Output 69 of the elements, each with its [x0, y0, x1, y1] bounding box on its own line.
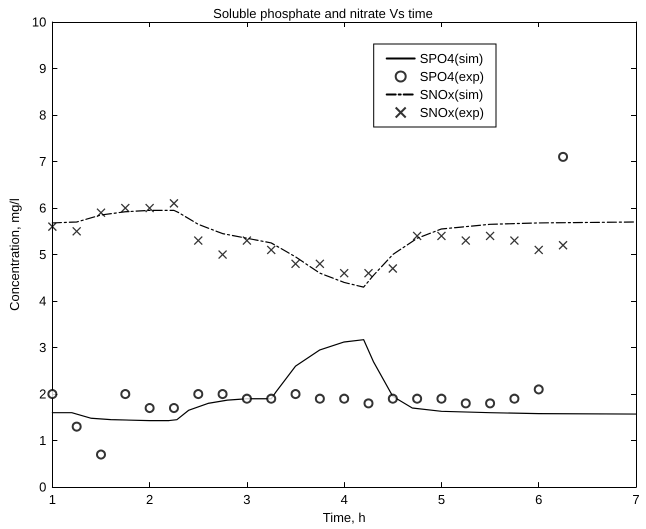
y-tick-label: 1: [39, 433, 46, 448]
point: [72, 422, 82, 432]
point: [534, 384, 544, 394]
y-tick-label: 7: [39, 154, 46, 170]
point: [461, 236, 470, 246]
point: [314, 394, 325, 404]
point: [412, 231, 422, 241]
point: [436, 394, 446, 404]
point: [96, 450, 106, 460]
chart-title: Soluble phosphate and nitrate Vs time: [213, 6, 433, 21]
point: [48, 222, 58, 232]
point: [388, 394, 398, 404]
point: [558, 152, 568, 162]
point: [193, 389, 204, 400]
point: [364, 268, 374, 278]
y-tick-label: 5: [39, 247, 46, 262]
legend-label: SPO4(sim): [420, 51, 484, 66]
point: [218, 250, 228, 260]
x-tick-label: 6: [535, 492, 542, 508]
point: [340, 268, 349, 278]
point: [485, 398, 496, 408]
y-tick-label: 3: [39, 340, 46, 356]
point: [120, 203, 130, 213]
x-tick-label: 1: [48, 492, 56, 508]
point: [72, 226, 82, 236]
legend-label: SNOx(exp): [420, 105, 484, 120]
point: [169, 198, 179, 208]
point: [168, 403, 179, 414]
point: [218, 389, 228, 400]
point: [120, 389, 130, 400]
x-tick-label: 5: [438, 492, 446, 508]
point: [558, 240, 568, 250]
point: [144, 203, 154, 213]
y-axis-title: Concentration, mg/l: [7, 198, 22, 311]
point: [266, 394, 276, 404]
y-tick-label: 8: [39, 108, 46, 123]
legend-label: SNOx(sim): [420, 87, 484, 102]
point: [194, 236, 203, 246]
point: [412, 394, 422, 404]
x-tick-label: 3: [243, 492, 251, 508]
point: [485, 231, 495, 241]
x-tick-label: 4: [340, 492, 348, 508]
point: [436, 231, 446, 241]
x-axis-title: Time, h: [322, 510, 366, 525]
point: [47, 389, 58, 400]
y-tick-label: 0: [39, 480, 46, 495]
point: [339, 394, 350, 404]
y-tick-label: 4: [39, 294, 46, 309]
point: [290, 389, 301, 400]
y-tick-label: 6: [39, 200, 46, 216]
point: [534, 245, 544, 255]
point: [144, 403, 155, 414]
point: [510, 236, 520, 246]
point: [266, 245, 276, 255]
y-tick-label: 9: [39, 61, 46, 76]
point: [315, 259, 325, 268]
point: [242, 394, 252, 404]
x-tick-label: 7: [632, 492, 640, 508]
point: [509, 394, 520, 404]
y-tick-label: 10: [32, 14, 46, 30]
legend-label: SPO4(exp): [420, 69, 484, 84]
point: [242, 236, 252, 246]
point: [364, 398, 374, 408]
point: [460, 398, 471, 408]
point: [96, 208, 106, 218]
x-tick-label: 2: [146, 492, 154, 508]
y-tick-label: 2: [39, 386, 46, 402]
point: [290, 259, 300, 268]
point: [388, 264, 398, 274]
